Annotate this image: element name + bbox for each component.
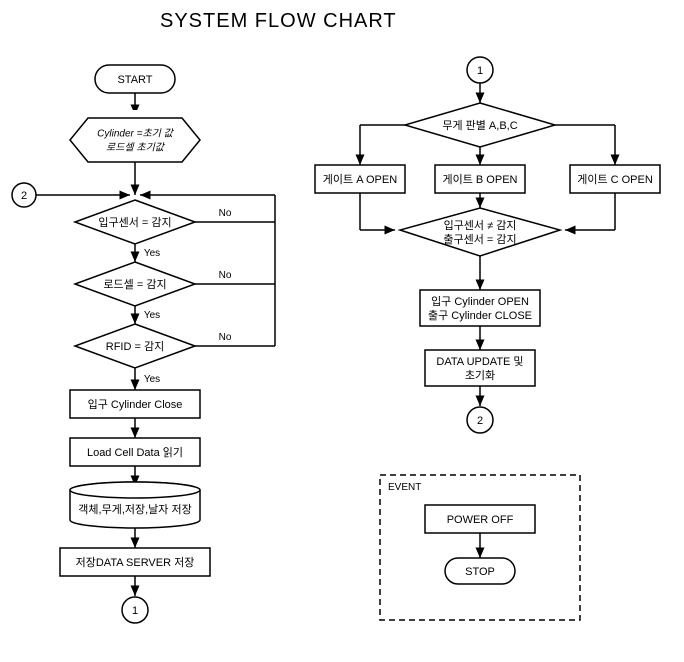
text-gate-b: 게이트 B OPEN [443,173,518,186]
label-yes-2: Yes [144,310,160,321]
text-poweroff: POWER OFF [447,514,514,526]
text-stop: STOP [465,566,495,578]
text-conn2-out: 2 [477,415,483,427]
node-start: START [95,65,175,93]
label-no-2: No [219,270,232,281]
event-label: EVENT [388,482,421,493]
text-start: START [117,74,152,86]
text-conn2: 2 [21,190,27,202]
text-gate-a: 게이트 A OPEN [323,173,397,186]
text-d2: 로드셀 = 감지 [103,278,166,291]
label-no-1: No [219,208,232,219]
text-p1a: 입구 Cylinder OPEN [431,295,529,308]
text-conn1-out: 1 [132,605,138,617]
node-database: 객체,무게,저장,날자 저장 [70,482,200,528]
text-d2a: 입구센서 ≠ 감지 [444,219,517,232]
text-p3: 저장DATA SERVER 저장 [76,556,195,569]
label-no-3: No [219,332,232,343]
text-d1: 입구센서 = 감지 [98,216,171,229]
svg-text:Cylinder =초기 값: Cylinder =초기 값 [97,128,174,140]
text-p1: 입구 Cylinder Close [88,398,183,411]
text-weight: 무게 판별 A,B,C [442,119,517,132]
text-p2b: 초기화 [465,369,495,382]
text-p2: Load Cell Data 읽기 [87,446,183,459]
text-p1b: 출구 Cylinder CLOSE [428,309,532,322]
text-db: 객체,무게,저장,날자 저장 [78,503,191,516]
label-yes-3: Yes [144,374,160,385]
text-d2b: 출구센서 = 감지 [443,233,516,246]
text-p2a: DATA UPDATE 및 [436,355,523,368]
text-conn1-in: 1 [477,65,483,77]
text-d3: RFID = 감지 [106,340,164,353]
text-gate-c: 게이트 C OPEN [577,173,653,186]
label-yes-1: Yes [144,248,160,259]
flowchart-canvas: START Cylinder =초기 값 로드셀 초기값 Cylinder =초… [0,0,684,662]
svg-text:로드셀 초기값: 로드셀 초기값 [106,142,166,154]
decision-sensors [400,208,560,256]
